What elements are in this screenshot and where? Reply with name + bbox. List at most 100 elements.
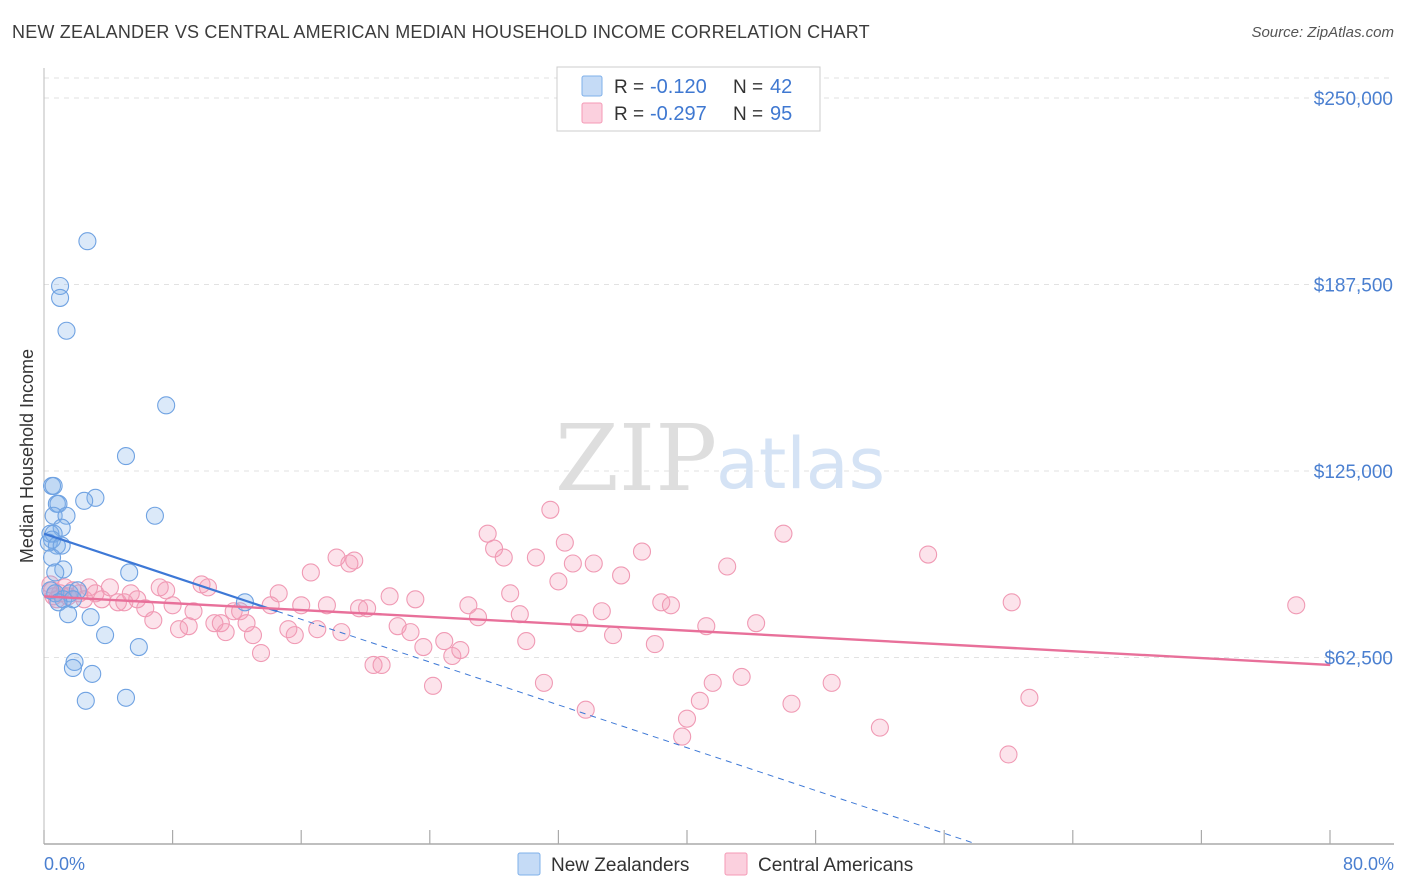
- series-central-americans: [41, 500, 1306, 764]
- legend-swatch-cam: [581, 102, 603, 124]
- legend-r-value-nz: -0.120: [650, 76, 707, 98]
- central-american-point: [677, 709, 697, 728]
- central-american-point: [541, 500, 560, 519]
- central-american-point: [526, 548, 545, 567]
- central-american-point: [747, 614, 766, 633]
- central-american-point: [157, 581, 176, 600]
- x-tick-label-min: 0.0%: [44, 854, 85, 874]
- legend-r-value-cam: -0.297: [650, 103, 707, 125]
- new-zealander-point: [129, 638, 148, 657]
- legend-r-label-nz: R =: [614, 77, 644, 98]
- central-american-point: [100, 578, 119, 597]
- central-american-point: [108, 593, 127, 612]
- central-american-point: [517, 632, 536, 651]
- y-tick-label: $125,000: [1314, 462, 1393, 483]
- legend-bottom-label-cam: Central Americans: [758, 855, 913, 876]
- legend-n-value-nz: 42: [770, 76, 792, 98]
- central-american-point: [822, 673, 841, 692]
- central-american-point: [406, 590, 425, 609]
- central-american-point: [317, 596, 336, 615]
- new-zealander-point: [120, 563, 139, 582]
- central-american-point: [345, 551, 364, 570]
- central-american-point: [604, 626, 623, 645]
- central-american-point: [184, 602, 203, 621]
- new-zealander-point: [44, 476, 63, 495]
- central-american-point: [478, 524, 497, 543]
- central-american-point: [782, 694, 801, 713]
- legend-bottom: New Zealanders Central Americans: [517, 852, 913, 876]
- central-american-point: [211, 614, 230, 633]
- central-american-point: [870, 718, 889, 737]
- central-american-point: [435, 632, 454, 651]
- central-american-point: [380, 587, 399, 606]
- central-american-point: [144, 611, 163, 630]
- central-american-point: [423, 676, 443, 695]
- legend-n-label-cam: N =: [733, 104, 763, 125]
- central-american-point: [549, 572, 568, 591]
- y-tick-label: $250,000: [1314, 89, 1393, 110]
- legend-bottom-swatch-nz: [517, 852, 541, 876]
- new-zealander-point: [145, 506, 164, 525]
- grid-lines: [44, 77, 1394, 658]
- central-american-point: [243, 626, 263, 645]
- new-zealander-point: [46, 563, 65, 582]
- central-american-point: [690, 691, 709, 710]
- central-american-point: [612, 566, 631, 585]
- central-american-point: [340, 554, 359, 573]
- central-american-point: [999, 745, 1018, 764]
- central-american-point: [510, 605, 529, 624]
- legend-bottom-label-nz: New Zealanders: [551, 855, 689, 876]
- central-american-point: [534, 673, 553, 692]
- trend-lines: [43, 532, 1331, 845]
- central-american-point: [632, 542, 652, 561]
- central-american-point: [576, 700, 595, 719]
- central-american-point: [774, 524, 793, 543]
- central-american-point: [563, 554, 582, 573]
- y-tick-label: $62,500: [1324, 649, 1393, 670]
- watermark-zip: ZIP: [555, 405, 717, 512]
- x-tick-label-max: 80.0%: [1343, 854, 1394, 874]
- new-zealander-point: [157, 396, 176, 415]
- new-zealander-point: [96, 626, 115, 645]
- central-american-point: [468, 608, 488, 627]
- central-american-point: [673, 727, 692, 746]
- central-american-point: [1287, 596, 1306, 615]
- central-american-point: [1002, 593, 1021, 612]
- new-zealander-point: [81, 608, 100, 627]
- central-american-point: [584, 554, 603, 573]
- cam-trend-line: [43, 595, 1331, 667]
- central-american-point: [459, 596, 478, 615]
- new-zealander-point: [86, 488, 105, 507]
- watermark: ZIP atlas: [555, 405, 885, 512]
- new-zealander-point: [63, 658, 82, 677]
- central-american-point: [661, 596, 680, 615]
- legend-top: R = -0.120 N = 42 R = -0.297 N = 95: [556, 66, 821, 132]
- central-american-point: [372, 655, 391, 675]
- new-zealander-point: [57, 506, 76, 525]
- new-zealander-point: [57, 321, 76, 340]
- nz-trend-line: [43, 532, 278, 613]
- central-american-point: [251, 643, 271, 663]
- central-american-point: [570, 614, 589, 633]
- central-american-point: [645, 635, 664, 654]
- chart-title: NEW ZEALANDER VS CENTRAL AMERICAN MEDIAN…: [12, 22, 870, 42]
- legend-bottom-swatch-cam: [724, 852, 748, 876]
- central-american-point: [216, 623, 235, 642]
- nz-trend-extension: [276, 610, 977, 845]
- central-american-point: [269, 584, 288, 603]
- central-american-point: [308, 620, 327, 639]
- y-tick-labels: $62,500 $125,000 $187,500 $250,000: [1314, 89, 1393, 670]
- central-american-point: [592, 602, 611, 621]
- source-label: Source: ZipAtlas.com: [1251, 24, 1394, 41]
- central-american-point: [718, 557, 737, 576]
- x-ticks: [43, 830, 1331, 844]
- axes: [43, 68, 1394, 845]
- central-american-point: [555, 533, 574, 552]
- new-zealander-point: [78, 232, 97, 251]
- new-zealander-point: [51, 288, 70, 307]
- legend-n-value-cam: 95: [770, 103, 792, 125]
- central-american-point: [732, 667, 751, 686]
- y-axis-label: Median Household Income: [17, 349, 37, 563]
- new-zealander-point: [65, 652, 84, 672]
